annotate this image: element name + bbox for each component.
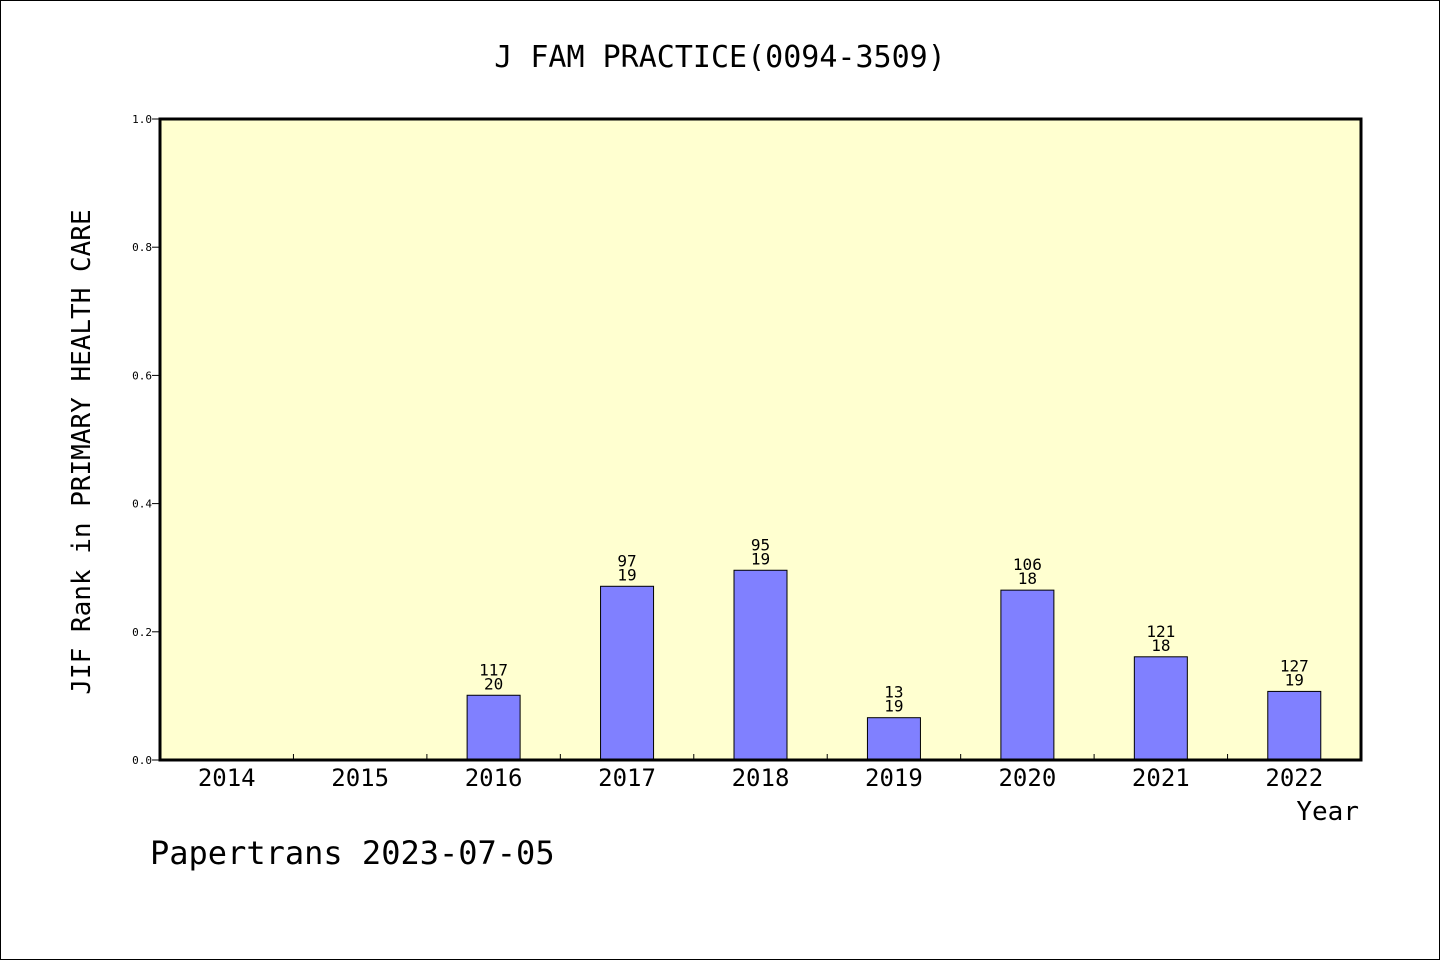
bar-label-rank: 127	[1280, 656, 1309, 675]
bar-label-total: 19	[884, 697, 903, 716]
bar-label-total: 18	[1018, 569, 1037, 588]
y-tick-label: 1.0	[132, 113, 152, 126]
bar	[866, 717, 921, 761]
bar-label-total: 19	[751, 549, 770, 568]
bar	[1000, 589, 1055, 761]
bar	[600, 585, 655, 761]
plot-border	[158, 117, 1363, 762]
bar	[466, 694, 521, 761]
x-tick-label: 2021	[1132, 764, 1190, 792]
y-axis-ticks: 0.0 0.2 0.4 0.6 0.8 1.0	[132, 113, 160, 767]
bar-label-total: 18	[1151, 636, 1170, 655]
x-tick-label: 2019	[865, 764, 923, 792]
x-tick-label: 2014	[198, 764, 256, 792]
x-tick-label: 2022	[1265, 764, 1323, 792]
x-tick-label: 2016	[465, 764, 523, 792]
bar-label-rank: 97	[617, 551, 636, 570]
bar-label-total: 20	[484, 674, 503, 693]
bars-group	[466, 569, 1322, 761]
x-tick-label: 2017	[598, 764, 656, 792]
bar-label-rank: 106	[1013, 555, 1042, 574]
y-tick-label: 0.2	[132, 626, 152, 639]
x-axis-label: Year	[1296, 797, 1359, 827]
x-axis-ticks: 2014 2015 2016 2017 2018 2019 2020 2021 2022	[198, 754, 1323, 792]
y-tick-label: 0.0	[132, 754, 152, 767]
bar-label-rank: 13	[884, 683, 903, 702]
bar	[1267, 690, 1322, 761]
bar-label-rank: 121	[1146, 622, 1175, 641]
bar-label-total: 19	[1285, 670, 1304, 689]
y-tick-label: 0.4	[132, 498, 152, 511]
bar-label-rank: 95	[751, 535, 770, 554]
bar	[1133, 656, 1188, 761]
bar-label-rank: 117	[479, 660, 508, 679]
x-tick-label: 2020	[998, 764, 1056, 792]
x-tick-label: 2015	[331, 764, 389, 792]
bar-label-total: 19	[617, 565, 636, 584]
y-axis-label: JIF Rank in PRIMARY HEALTH CARE	[67, 209, 97, 694]
bar	[733, 569, 788, 761]
y-tick-label: 0.8	[132, 241, 152, 254]
y-tick-label: 0.6	[132, 369, 152, 382]
chart-title: J FAM PRACTICE(0094-3509)	[494, 40, 946, 75]
footer-credit: Papertrans 2023-07-05	[150, 834, 555, 872]
x-tick-label: 2018	[732, 764, 790, 792]
